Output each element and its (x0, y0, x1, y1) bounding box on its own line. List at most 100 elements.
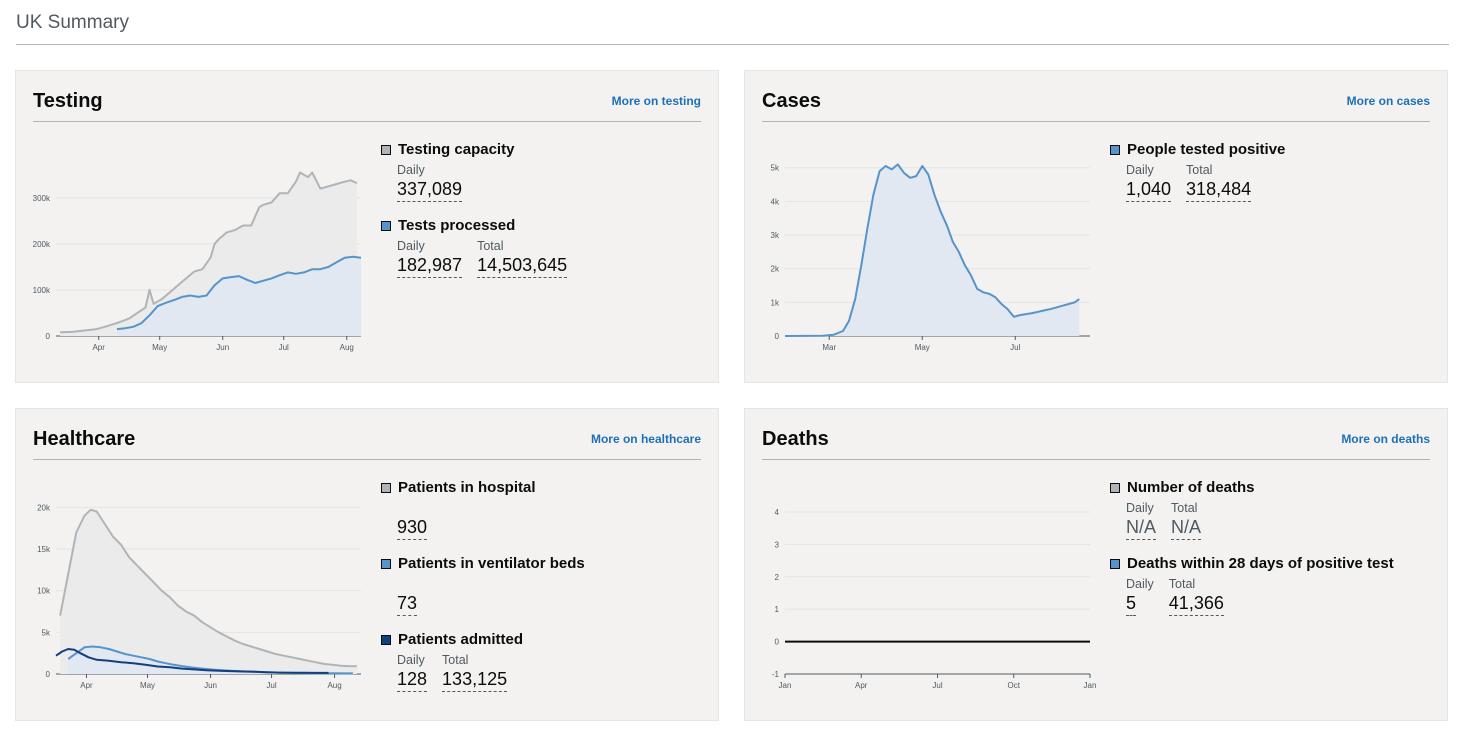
legend-swatch (381, 558, 391, 569)
title-divider (16, 44, 1449, 45)
healthcare-chart: 0 5k 10k 15k 20k Apr May Jun Jul Aug (37, 503, 361, 690)
more-on-healthcare-link[interactable]: More on healthcare (590, 432, 701, 446)
metric-values: 73 (397, 577, 711, 616)
metric-value[interactable]: 73 (397, 592, 418, 616)
x-tick-label: Apr (855, 681, 868, 690)
metric-value[interactable]: 930 (397, 516, 428, 540)
legend-swatch (1110, 558, 1120, 569)
value-label: Daily (1126, 577, 1154, 591)
metric-values: Daily N/A Total N/A (1126, 501, 1440, 540)
value-label: Daily (1126, 163, 1154, 177)
metric-name: Tests processed (398, 217, 516, 234)
cases-metrics: People tested positive Daily 1,040 Total 318… (1110, 141, 1440, 217)
y-tick-label: 100k (33, 286, 51, 295)
metric: Tests processed Daily 182,987 Total 14,503,6… (381, 217, 711, 278)
value-label: Total (442, 653, 469, 667)
metric-head: Patients admitted (381, 631, 711, 648)
metric-value-column: Daily 5 (1126, 577, 1154, 616)
series-line (55, 648, 329, 674)
metric-value-column: Total 318,484 (1186, 163, 1252, 202)
value-label: Daily (397, 653, 425, 667)
x-tick-label: Jul (279, 343, 289, 352)
value-label: Daily (397, 239, 425, 253)
metric-values: 930 (397, 501, 711, 540)
value-label: Daily (1126, 501, 1154, 515)
metric-head: Testing capacity (381, 141, 711, 158)
legend-swatch (1110, 482, 1120, 493)
metric: Deaths within 28 days of positive test Da… (1110, 555, 1440, 616)
x-tick-label: Jan (779, 681, 792, 690)
series-area (68, 646, 353, 674)
metric-value[interactable]: 133,125 (442, 668, 508, 692)
x-tick-label: Oct (1008, 681, 1021, 690)
metric-value[interactable]: 318,484 (1186, 178, 1252, 202)
metric: People tested positive Daily 1,040 Total 318… (1110, 141, 1440, 202)
x-tick-label: Apr (80, 681, 93, 690)
metric-name: Testing capacity (398, 141, 515, 158)
y-tick-label: 10k (37, 587, 51, 596)
metric-head: Tests processed (381, 217, 711, 234)
x-tick-label: May (140, 681, 155, 690)
metric-value-column: Total 41,366 (1168, 577, 1224, 616)
metric-head: Deaths within 28 days of positive test (1110, 555, 1440, 572)
metric-value-column: Daily 337,089 (397, 163, 463, 202)
metric-values: Daily 1,040 Total 318,484 (1126, 163, 1440, 202)
metric-value[interactable]: 41,366 (1168, 592, 1224, 616)
value-label: Total (477, 239, 504, 253)
metric-value[interactable]: 5 (1126, 592, 1137, 616)
metric: Testing capacity Daily 337,089 (381, 141, 711, 202)
card-title: Cases (762, 90, 821, 112)
value-label (397, 501, 427, 516)
metric-name: Patients admitted (398, 631, 524, 648)
value-label: Total (1186, 163, 1213, 177)
metric-values: Daily 128 Total 133,125 (397, 653, 711, 692)
metric-value[interactable]: N/A (1126, 516, 1157, 540)
more-on-deaths-link[interactable]: More on deaths (1341, 432, 1430, 446)
series-line (59, 508, 357, 668)
x-tick-label: Jul (1010, 343, 1020, 352)
x-tick-label: Apr (92, 343, 105, 352)
y-tick-label: 200k (33, 240, 51, 249)
testing-chart: 0 100k 200k 300k Apr May Jun Jul Aug (33, 171, 362, 352)
y-tick-label: 0 (46, 670, 51, 679)
y-tick-label: 300k (33, 194, 51, 203)
metric-value-column: 930 (397, 501, 428, 540)
metric-value[interactable]: 128 (397, 668, 428, 692)
metric-value[interactable]: N/A (1171, 516, 1202, 540)
y-tick-label: 15k (37, 545, 51, 554)
legend-swatch (381, 634, 391, 645)
metric: Number of deaths Daily N/A Total N/A (1110, 479, 1440, 540)
y-tick-label: -1 (772, 670, 780, 679)
deaths-chart: -1 0 1 2 3 4 Jan Apr Jul Oct Jan (772, 508, 1097, 690)
card-title: Testing (33, 90, 103, 112)
metric: Patients admitted Daily 128 Total 133,125 (381, 631, 711, 692)
x-tick-label: Jul (932, 681, 942, 690)
y-tick-label: 4k (771, 197, 780, 206)
x-tick-label: May (915, 343, 930, 352)
metric-values: Daily 182,987 Total 14,503,645 (397, 239, 711, 278)
page-title: UK Summary (16, 12, 129, 33)
testing-metrics: Testing capacity Daily 337,089 Tests proces… (381, 141, 711, 293)
x-tick-label: Aug (340, 343, 354, 352)
metric-value[interactable]: 182,987 (397, 254, 463, 278)
y-tick-label: 2k (771, 265, 780, 274)
metric: Patients in hospital 930 (381, 479, 711, 540)
metric-values: Daily 5 Total 41,366 (1126, 577, 1440, 616)
more-on-cases-link[interactable]: More on cases (1346, 94, 1430, 108)
card-title: Deaths (762, 428, 829, 450)
legend-swatch (381, 220, 391, 231)
series-line (60, 171, 358, 334)
y-tick-label: 0 (775, 638, 780, 647)
metric-value-column: Total 14,503,645 (477, 239, 568, 278)
deaths-card: Deaths More on deaths -1 0 1 2 3 4 Jan Apr Jul Oc… (744, 408, 1448, 721)
legend-swatch (381, 482, 391, 493)
cases-chart: 0 1k 2k 3k 4k 5k Mar May Jul (771, 163, 1090, 352)
legend-swatch (381, 144, 391, 155)
metric-value[interactable]: 1,040 (1126, 178, 1172, 202)
metric-value[interactable]: 337,089 (397, 178, 463, 202)
series-area (117, 256, 361, 336)
y-tick-label: 3k (771, 231, 780, 240)
y-tick-label: 0 (46, 332, 51, 341)
more-on-testing-link[interactable]: More on testing (611, 94, 701, 108)
metric-value[interactable]: 14,503,645 (477, 254, 568, 278)
